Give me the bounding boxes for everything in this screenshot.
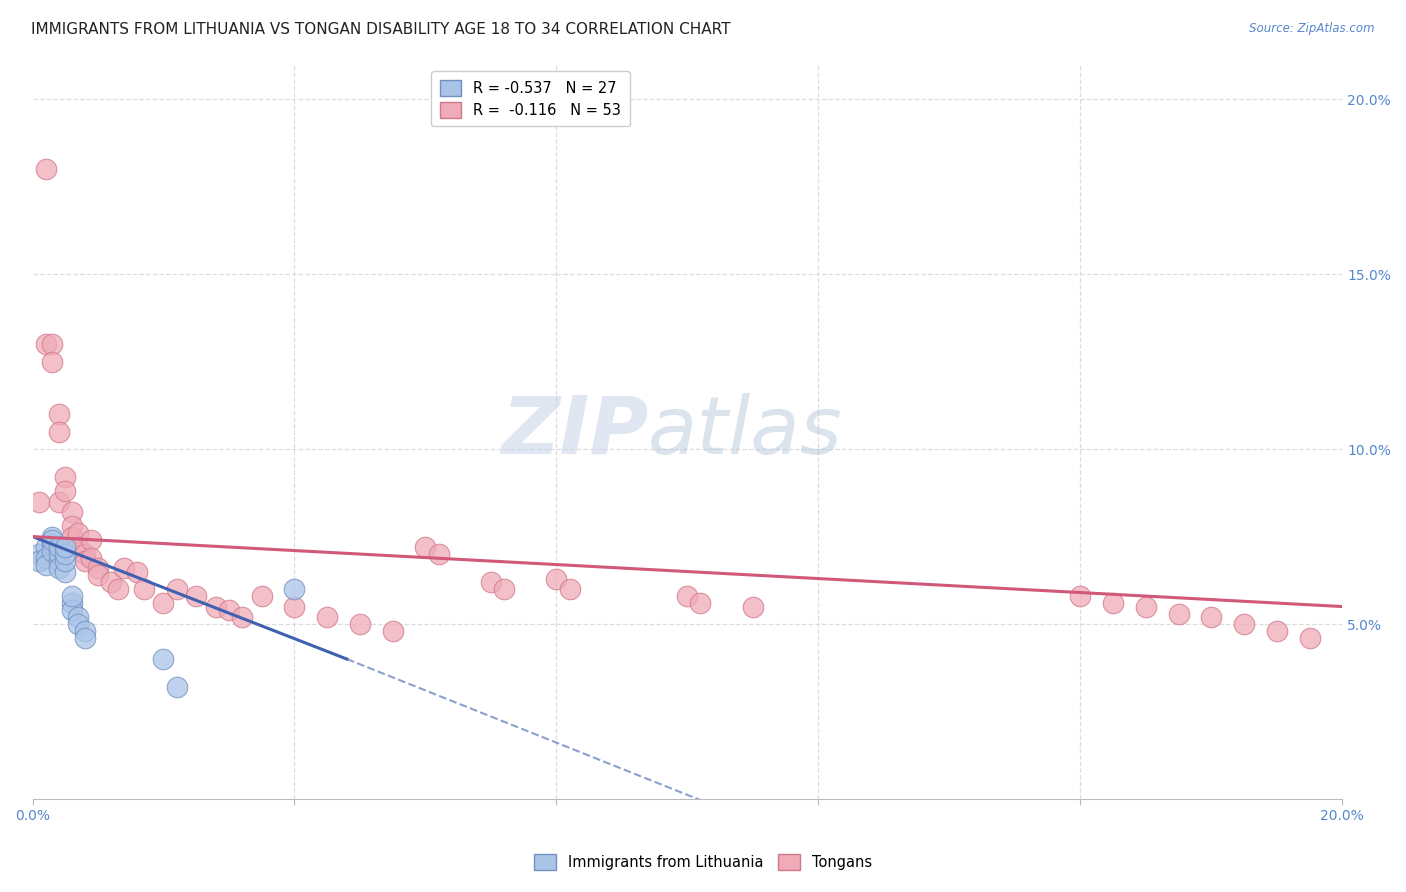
Point <box>100 575 122 590</box>
Point <box>283 582 305 596</box>
Point <box>250 589 273 603</box>
Point <box>546 572 568 586</box>
Point <box>60 530 83 544</box>
Point <box>676 589 699 603</box>
Point <box>34 337 56 351</box>
Point <box>479 575 502 590</box>
Point <box>41 354 63 368</box>
Point <box>166 582 188 596</box>
Point <box>34 162 56 177</box>
Point <box>73 624 96 638</box>
Point <box>48 547 70 561</box>
Point <box>53 540 76 554</box>
Point <box>316 610 339 624</box>
Point <box>107 582 129 596</box>
Point <box>73 631 96 645</box>
Point <box>67 610 90 624</box>
Point <box>132 582 155 596</box>
Point <box>427 547 450 561</box>
Point <box>53 470 76 484</box>
Point <box>87 568 110 582</box>
Point <box>349 617 371 632</box>
Point <box>34 540 56 554</box>
Point <box>741 599 763 614</box>
Point <box>53 565 76 579</box>
Point <box>492 582 515 596</box>
Point <box>60 596 83 610</box>
Point <box>127 565 149 579</box>
Point <box>152 652 174 666</box>
Text: atlas: atlas <box>648 392 842 471</box>
Point <box>1069 589 1091 603</box>
Point <box>28 547 51 561</box>
Point <box>34 550 56 565</box>
Point <box>60 603 83 617</box>
Point <box>60 589 83 603</box>
Point <box>67 526 90 541</box>
Point <box>48 540 70 554</box>
Point <box>1167 607 1189 621</box>
Point <box>67 540 90 554</box>
Point <box>48 561 70 575</box>
Point <box>41 536 63 550</box>
Point <box>415 540 437 554</box>
Point <box>41 533 63 547</box>
Point <box>60 519 83 533</box>
Point <box>689 596 711 610</box>
Legend: Immigrants from Lithuania, Tongans: Immigrants from Lithuania, Tongans <box>529 848 877 876</box>
Point <box>1135 599 1157 614</box>
Point <box>558 582 581 596</box>
Point <box>53 554 76 568</box>
Point <box>80 550 103 565</box>
Point <box>1201 610 1223 624</box>
Point <box>28 554 51 568</box>
Point <box>205 599 228 614</box>
Point <box>73 554 96 568</box>
Point <box>1298 631 1320 645</box>
Point <box>152 596 174 610</box>
Point <box>218 603 240 617</box>
Legend: R = -0.537   N = 27, R =  -0.116   N = 53: R = -0.537 N = 27, R = -0.116 N = 53 <box>430 71 630 127</box>
Point <box>1102 596 1125 610</box>
Point <box>381 624 404 638</box>
Point <box>73 547 96 561</box>
Point <box>166 680 188 694</box>
Point <box>186 589 208 603</box>
Point <box>87 561 110 575</box>
Point <box>231 610 253 624</box>
Point <box>41 530 63 544</box>
Text: IMMIGRANTS FROM LITHUANIA VS TONGAN DISABILITY AGE 18 TO 34 CORRELATION CHART: IMMIGRANTS FROM LITHUANIA VS TONGAN DISA… <box>31 22 731 37</box>
Point <box>41 337 63 351</box>
Point <box>48 407 70 421</box>
Point <box>1265 624 1288 638</box>
Point <box>48 494 70 508</box>
Point <box>48 554 70 568</box>
Text: Source: ZipAtlas.com: Source: ZipAtlas.com <box>1250 22 1375 36</box>
Point <box>34 558 56 572</box>
Point <box>53 547 76 561</box>
Point <box>1233 617 1256 632</box>
Text: ZIP: ZIP <box>501 392 648 471</box>
Point <box>48 425 70 439</box>
Point <box>53 484 76 499</box>
Point <box>112 561 135 575</box>
Point <box>60 505 83 519</box>
Point <box>67 617 90 632</box>
Point <box>41 543 63 558</box>
Point <box>28 494 51 508</box>
Point <box>80 533 103 547</box>
Point <box>283 599 305 614</box>
